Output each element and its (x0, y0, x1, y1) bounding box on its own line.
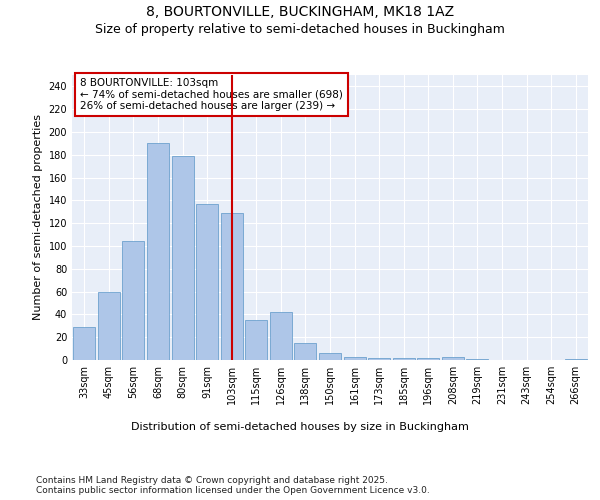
Text: Size of property relative to semi-detached houses in Buckingham: Size of property relative to semi-detach… (95, 22, 505, 36)
Bar (565, 359, 587, 360)
Bar (442, 356, 464, 360)
Bar (270, 312, 292, 360)
Bar (172, 156, 194, 360)
Bar (368, 358, 390, 360)
Bar (147, 144, 169, 360)
Bar (73, 327, 95, 360)
Bar (417, 358, 439, 360)
Bar (196, 204, 218, 360)
Text: Distribution of semi-detached houses by size in Buckingham: Distribution of semi-detached houses by … (131, 422, 469, 432)
Bar (122, 242, 145, 360)
Y-axis label: Number of semi-detached properties: Number of semi-detached properties (33, 114, 43, 320)
Bar (245, 320, 268, 360)
Bar (344, 356, 365, 360)
Bar (319, 353, 341, 360)
Text: 8, BOURTONVILLE, BUCKINGHAM, MK18 1AZ: 8, BOURTONVILLE, BUCKINGHAM, MK18 1AZ (146, 5, 454, 19)
Bar (98, 292, 120, 360)
Text: Contains HM Land Registry data © Crown copyright and database right 2025.
Contai: Contains HM Land Registry data © Crown c… (36, 476, 430, 495)
Text: 8 BOURTONVILLE: 103sqm
← 74% of semi-detached houses are smaller (698)
26% of se: 8 BOURTONVILLE: 103sqm ← 74% of semi-det… (80, 78, 343, 111)
Bar (221, 213, 243, 360)
Bar (392, 358, 415, 360)
Bar (295, 343, 316, 360)
Bar (466, 359, 488, 360)
